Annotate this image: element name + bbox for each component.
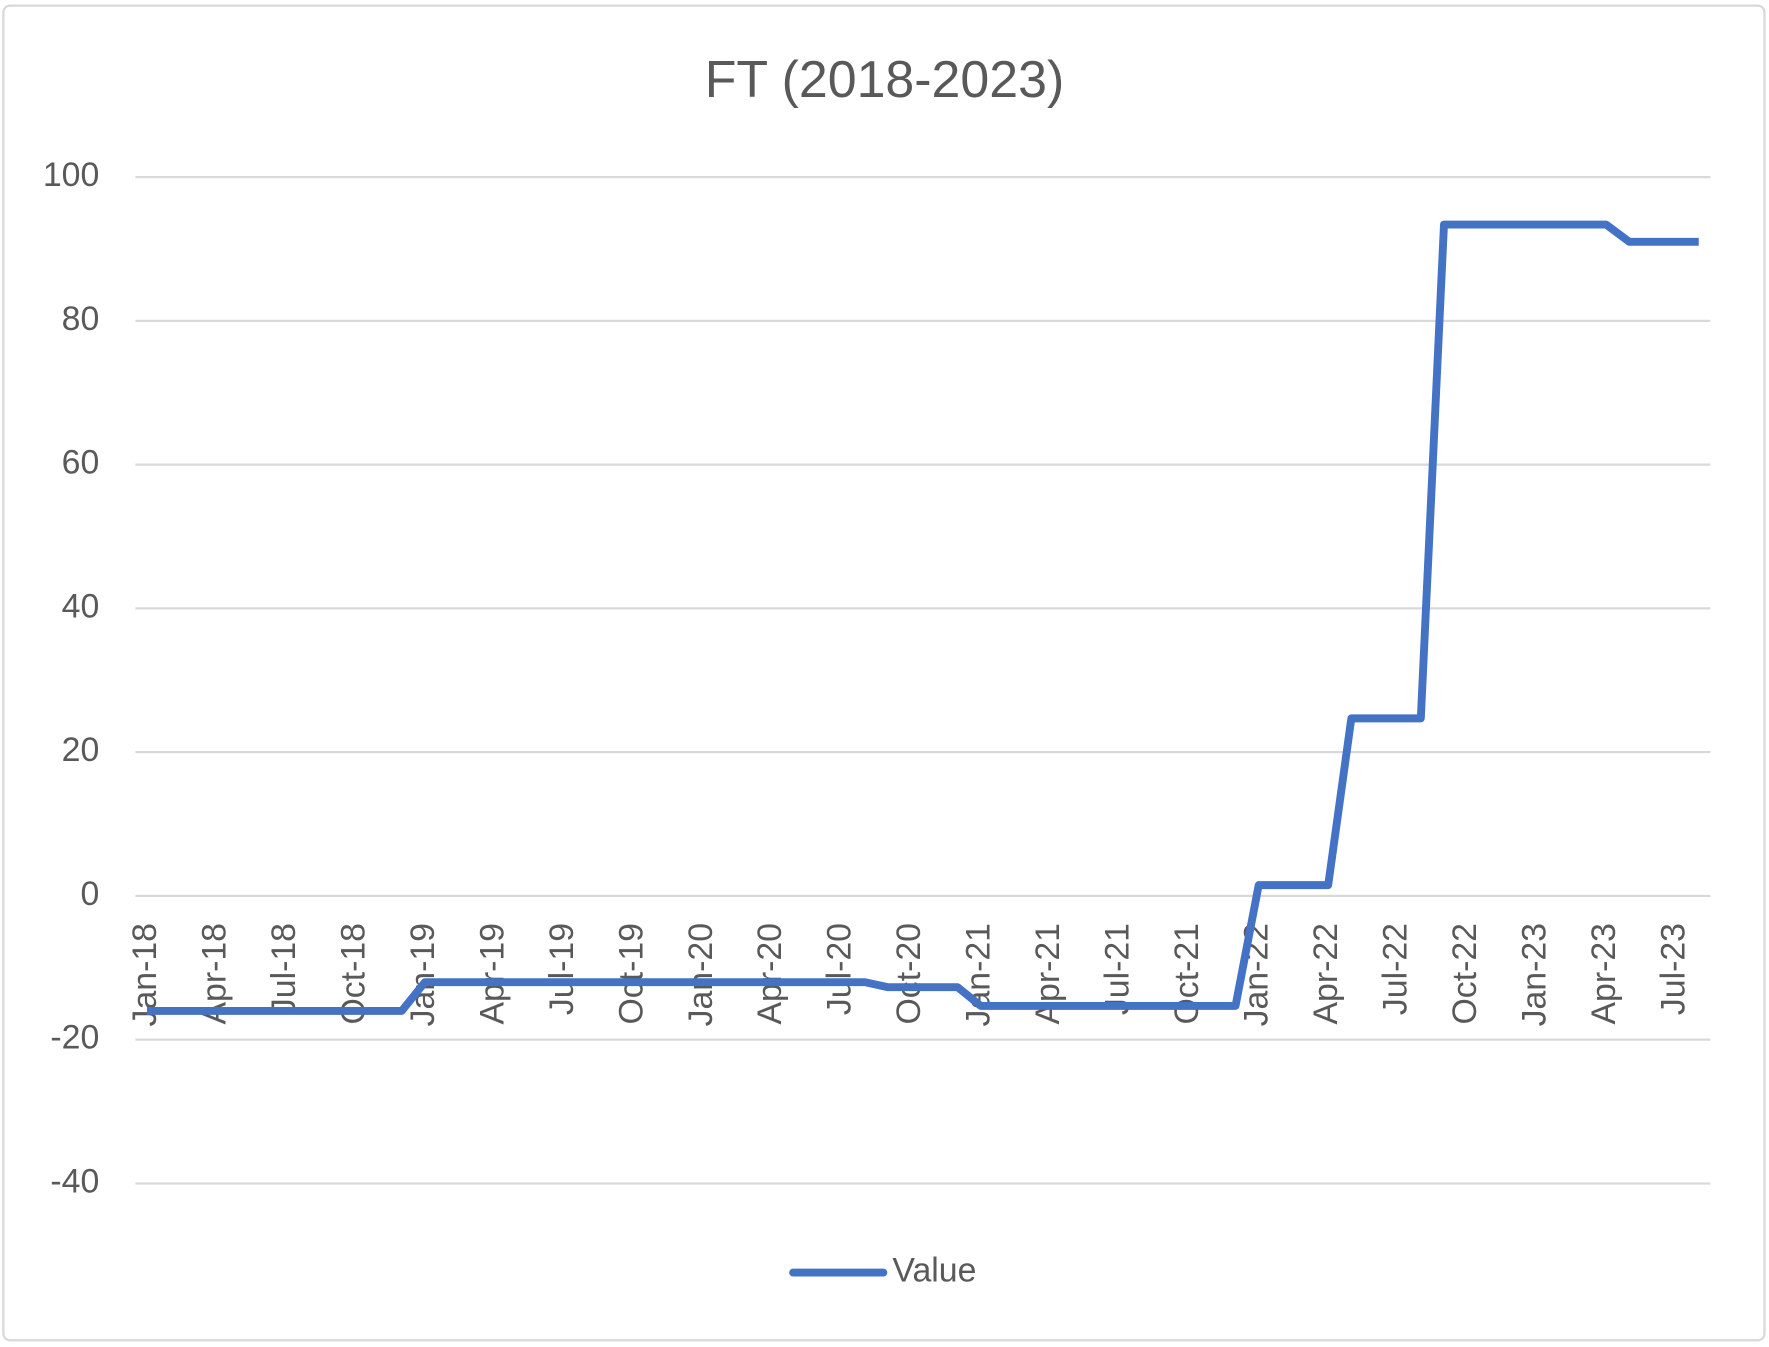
x-tick-label: Jan-20 xyxy=(682,923,720,1026)
y-tick-label: 40 xyxy=(62,587,100,625)
x-tick-label: Jul-19 xyxy=(543,923,581,1015)
chart-frame xyxy=(2,4,1766,1342)
y-tick-label: 100 xyxy=(43,156,99,194)
x-tick-label: Oct-19 xyxy=(612,923,650,1025)
x-tick-label: Jul-22 xyxy=(1377,923,1415,1015)
x-tick-label: Jan-23 xyxy=(1516,923,1554,1026)
legend-label: Value xyxy=(892,1252,976,1290)
x-tick-label: Apr-23 xyxy=(1585,923,1623,1025)
data-line xyxy=(146,220,1699,1015)
y-tick-label: 80 xyxy=(62,300,100,338)
x-tick-label: Oct-20 xyxy=(890,923,928,1025)
y-tick-label: -20 xyxy=(50,1019,99,1057)
x-tick-label: Jan-19 xyxy=(404,923,442,1026)
chart-title: FT (2018-2023) xyxy=(705,50,1064,108)
x-tick-label: Jul-20 xyxy=(821,923,859,1015)
x-tick-label: Jan-21 xyxy=(960,923,998,1026)
y-tick-label: 20 xyxy=(62,731,100,769)
y-tick-label: -40 xyxy=(50,1162,99,1200)
x-tick-label: Apr-19 xyxy=(473,923,511,1025)
x-tick-label: Oct-22 xyxy=(1446,923,1484,1025)
x-tick-label: Apr-22 xyxy=(1307,923,1345,1025)
x-tick-label: Apr-20 xyxy=(751,923,789,1025)
y-tick-label: 60 xyxy=(62,444,100,482)
x-tick-label: Jul-21 xyxy=(1099,923,1137,1015)
y-tick-label: 0 xyxy=(80,875,99,913)
x-tick-label: Jul-18 xyxy=(265,923,303,1015)
x-tick-label: Jul-23 xyxy=(1655,923,1693,1015)
